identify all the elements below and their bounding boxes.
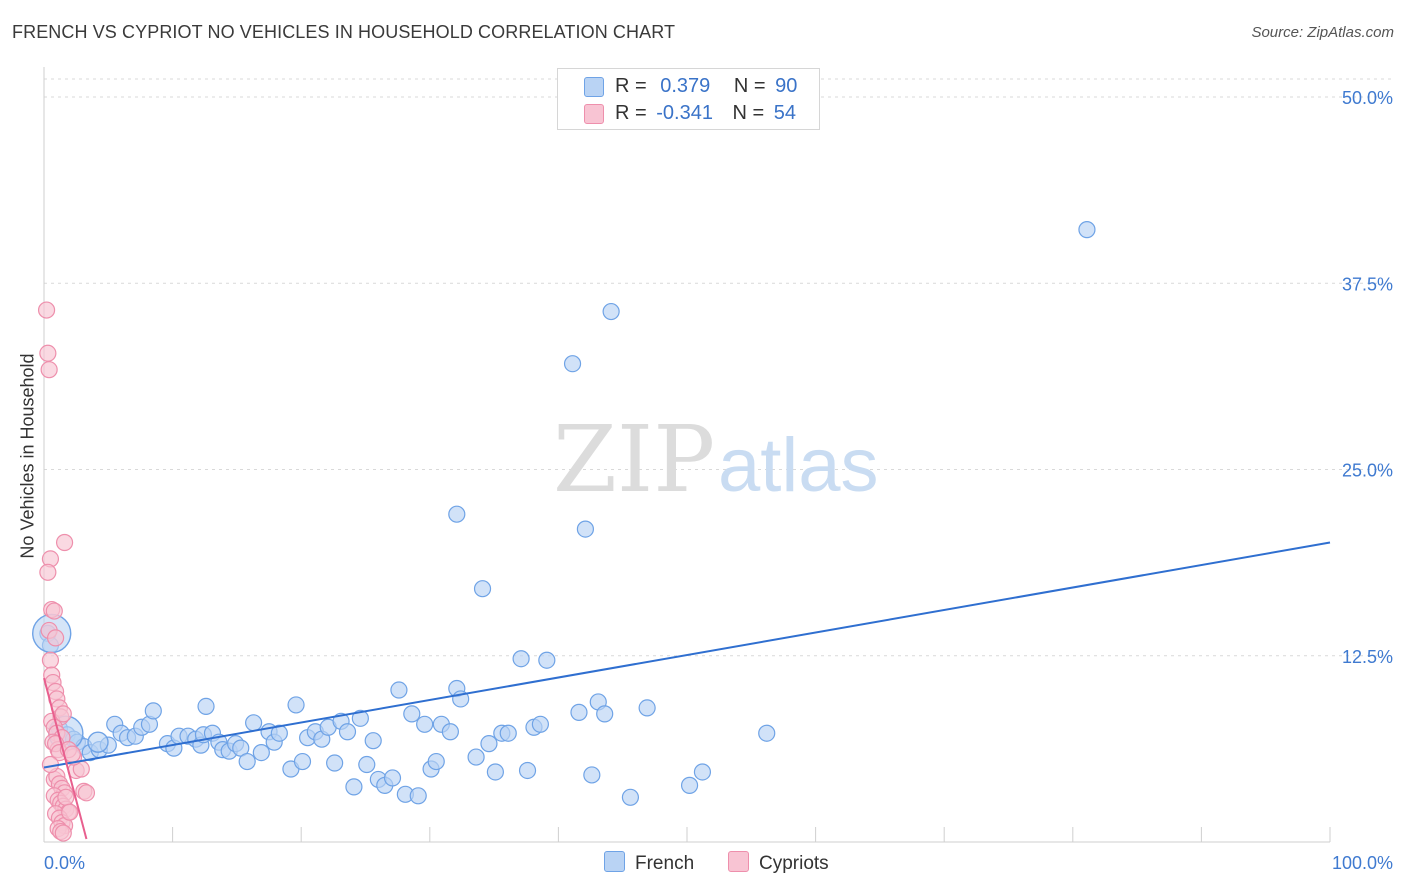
french-point — [345, 778, 363, 796]
y-tick-label: 12.5% — [1342, 647, 1393, 667]
french-point — [758, 724, 776, 742]
french-point — [364, 732, 382, 750]
french-point — [576, 520, 595, 538]
legend-label-french: French — [635, 853, 695, 874]
watermark-zip: ZIP — [553, 406, 715, 513]
french-point — [197, 697, 215, 716]
french-point — [1078, 221, 1096, 239]
french-point — [518, 761, 537, 780]
source-label: Source: ZipAtlas.com — [1251, 24, 1394, 41]
y-tick-label: 37.5% — [1342, 274, 1393, 294]
cypriots-point — [55, 533, 74, 552]
french-point — [338, 723, 357, 741]
french-point — [596, 705, 614, 723]
cypriots-point — [46, 629, 65, 647]
french-point — [358, 755, 376, 774]
french-point — [441, 723, 459, 741]
french-point — [621, 788, 640, 806]
french-point — [486, 763, 504, 781]
cypriots-point — [45, 602, 63, 620]
legend-item-french[interactable]: French — [604, 851, 694, 875]
y-tick-label: 50.0% — [1342, 88, 1393, 108]
series-cypriots — [37, 301, 96, 842]
y-axis-label: No Vehicles in Household — [17, 353, 38, 559]
french-point — [467, 748, 485, 766]
french-point — [602, 302, 620, 321]
legend-label-cypriots: Cypriots — [759, 853, 829, 874]
cypriots-point — [63, 745, 81, 763]
french-point — [326, 754, 344, 772]
cypriots-point — [40, 361, 58, 379]
french-point — [512, 650, 530, 668]
french-point — [245, 714, 263, 732]
cypriots-point — [37, 301, 56, 319]
cypriots-legend-swatch — [728, 851, 749, 872]
watermark-atlas: atlas — [718, 423, 879, 508]
cypriots-point — [61, 803, 79, 821]
french-point — [293, 752, 312, 771]
y-tick-label: 25.0% — [1342, 461, 1393, 481]
french-point — [409, 787, 427, 805]
french-point — [416, 715, 434, 733]
x-tick-label-min: 0.0% — [44, 853, 85, 873]
r-value: 0.379 — [660, 75, 711, 97]
french-point — [680, 776, 699, 794]
french-point — [403, 705, 421, 723]
cypriots-point — [54, 824, 72, 842]
tick-labels: 12.5% 25.0% 37.5% 50.0% 0.0% 100.0% — [44, 88, 1393, 873]
french-swatch — [584, 77, 604, 97]
french-point — [583, 766, 601, 784]
cypriots-point — [57, 788, 75, 806]
french-point — [287, 696, 305, 714]
grid-lines — [44, 78, 1392, 657]
cypriots-point — [39, 563, 57, 581]
french-trend-line — [43, 541, 1331, 769]
french-point — [538, 651, 556, 669]
trend-lines — [43, 541, 1331, 840]
cypriots-trend-line — [43, 677, 88, 840]
french-point — [351, 709, 369, 727]
cypriots-point — [41, 651, 60, 669]
french-point — [270, 724, 288, 742]
stats-legend: R = 0.379 N = 90 R = -0.341 N = 54 — [557, 68, 820, 130]
cypriots-swatch — [584, 104, 604, 124]
french-point — [252, 743, 270, 762]
french-point — [531, 715, 549, 733]
data-points — [32, 221, 1096, 842]
french-point — [638, 699, 656, 717]
r-value: -0.341 — [656, 102, 713, 124]
french-legend-swatch — [604, 851, 625, 872]
french-point — [563, 355, 582, 373]
french-point — [383, 769, 402, 787]
axes — [43, 67, 1331, 843]
french-point — [480, 735, 498, 753]
n-label: N = — [732, 102, 765, 124]
series-french — [32, 221, 1096, 806]
n-value: 90 — [775, 75, 798, 97]
cypriots-point — [77, 784, 96, 802]
n-label: N = — [733, 75, 766, 97]
x-tick-label-max: 100.0% — [1332, 853, 1393, 873]
french-point — [87, 731, 109, 753]
french-point — [427, 752, 445, 771]
french-point — [390, 681, 408, 699]
french-point — [473, 580, 492, 598]
cypriots-point — [54, 705, 72, 723]
cypriots-point — [39, 344, 57, 362]
n-value: 54 — [773, 102, 797, 124]
watermark: ZIP atlas — [553, 406, 879, 513]
french-point — [144, 702, 162, 720]
french-point — [570, 703, 588, 721]
chart-title: FRENCH VS CYPRIOT NO VEHICLES IN HOUSEHO… — [12, 22, 676, 42]
french-point — [238, 752, 256, 771]
r-label: R = — [615, 102, 647, 124]
french-point — [693, 763, 712, 781]
french-point — [499, 724, 517, 742]
legend-item-cypriots[interactable]: Cypriots — [728, 851, 829, 875]
r-label: R = — [615, 75, 647, 97]
french-point — [448, 505, 466, 523]
